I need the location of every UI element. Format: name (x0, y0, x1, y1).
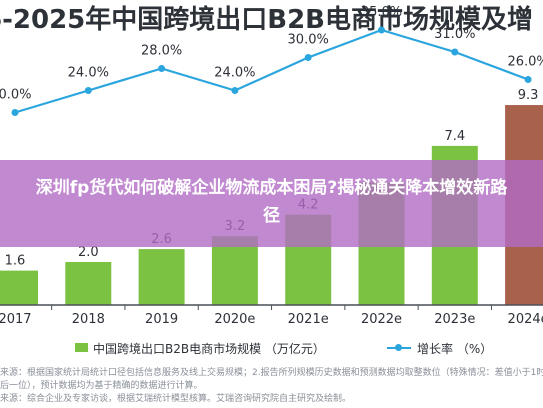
x-tick-label-2023e: 2023e (434, 312, 475, 327)
growth-label-2017: 0.0% (0, 88, 32, 103)
growth-point-2017 (11, 109, 19, 116)
x-tick-label-2017: 2017 (0, 312, 32, 327)
bar-value-label-2024e: 9.3 (518, 88, 539, 103)
growth-label-2018: 24.0% (68, 66, 109, 81)
growth-rate-line (14, 28, 529, 114)
article-headline[interactable]: 深圳fp货代如何破解企业物流成本困局?揭秘通关降本增效新路径 (35, 178, 508, 226)
growth-line-layer: 0.0% 24.0% 28.0% 24.0% 30.0% 35.0% 31.0% 26.0% (0, 5, 543, 116)
legend-line-label: 增长率 （%） (417, 342, 493, 356)
source-note-line-2: 后一位），预计数据均为基于精确的数据进行计算。 (0, 381, 203, 391)
bar-value-label-2017: 1.6 (5, 254, 26, 269)
growth-point-2024e (524, 76, 532, 83)
x-tick-label-2022e: 2022e (361, 312, 402, 327)
growth-label-2020e: 24.0% (214, 66, 255, 81)
x-axis-layer: 2017 2018 2019 2020e 2021e 2022e 2023e 2024e (0, 304, 543, 327)
chart-title: 6-2025年中国跨境出口B2B电商市场规模及增 (0, 0, 543, 40)
x-tick-label-2018: 2018 (72, 312, 105, 327)
source-note-line-3: 来源：综合企业及专家访谈，根据艾瑞统计模型核算。艾瑞咨询研究院自主研究及绘制。 (0, 394, 352, 404)
growth-label-2021e: 30.0% (288, 33, 329, 48)
chart-legend: 中国跨境出口B2B电商市场规模 （万亿元） 增长率 （%） (0, 333, 543, 361)
bar-2019 (138, 249, 185, 305)
growth-point-2020e (231, 87, 239, 94)
growth-point-2018 (84, 87, 92, 94)
source-notes: 来源：根据国家统计局统计口径包括信息服务及线上交易规模；2.报告所列规模历史数据… (0, 367, 543, 408)
growth-label-2023e: 31.0% (434, 27, 475, 42)
legend-bar-label: 中国跨境出口B2B电商市场规模 （万亿元） (93, 342, 325, 356)
bar-2020e (211, 236, 258, 305)
source-note-line-1: 来源：根据国家统计局统计口径包括信息服务及线上交易规模；2.报告所列规模历史数据… (0, 368, 543, 378)
growth-point-2023e (451, 48, 459, 56)
bar-value-label-2018: 2.0 (78, 245, 99, 260)
bar-2017 (0, 270, 38, 305)
growth-label-2022e: 35.0% (361, 5, 402, 20)
legend-line-dot (395, 344, 402, 351)
bar-value-label-2023e: 7.4 (444, 129, 465, 144)
legend-bar-swatch (75, 343, 88, 352)
x-tick-label-2020e: 2020e (214, 312, 255, 327)
growth-point-2019 (158, 65, 166, 72)
growth-label-2024e: 26.0% (507, 55, 543, 70)
x-tick-label-2021e: 2021e (288, 312, 329, 327)
bar-2018 (65, 262, 112, 305)
x-tick-label-2024e: 2024e (508, 312, 543, 327)
growth-label-2019: 28.0% (141, 44, 182, 59)
growth-point-2022e (378, 26, 385, 34)
growth-point-2021e (304, 54, 312, 61)
x-tick-label-2019: 2019 (145, 312, 178, 327)
article-headline-banner[interactable]: 深圳fp货代如何破解企业物流成本困局?揭秘通关降本增效新路径 (0, 160, 543, 247)
